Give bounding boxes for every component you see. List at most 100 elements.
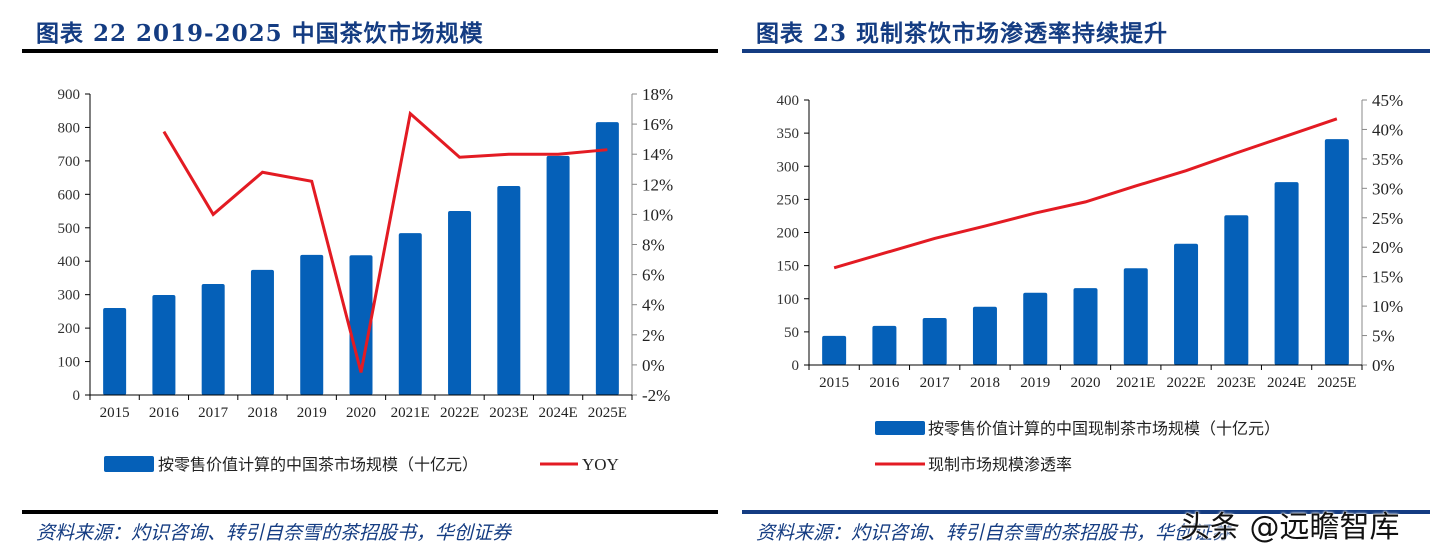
y2-tick-label: 35%	[1372, 150, 1403, 169]
bar	[1073, 288, 1098, 365]
y-tick-label: 100	[58, 355, 81, 371]
x-tick-label: 2021E	[1116, 375, 1155, 391]
x-tick-label: 2015	[100, 405, 130, 421]
chart-title-right: 图表 23 现制茶饮市场渗透率持续提升	[756, 20, 1169, 47]
bar	[300, 254, 324, 395]
y2-tick-label: 0%	[642, 356, 665, 375]
x-tick-label: 2025E	[1317, 375, 1356, 391]
y2-tick-label: 5%	[1372, 327, 1395, 346]
bar	[398, 233, 422, 395]
legend-label: 现制市场规模渗透率	[928, 455, 1072, 474]
bar	[201, 283, 225, 395]
watermark: 头条 @远瞻智库	[1180, 510, 1400, 545]
title-rule-right	[742, 49, 1430, 53]
legend-swatch-bar	[104, 456, 154, 472]
y2-tick-label: 20%	[1372, 238, 1403, 257]
source-rule-right	[742, 510, 1430, 514]
y-tick-label: 50	[784, 325, 799, 341]
y-tick-label: 300	[777, 159, 800, 175]
bar	[103, 308, 127, 395]
y-tick-label: 400	[58, 254, 81, 270]
title-rule-left	[22, 49, 718, 53]
x-tick-label: 2017	[198, 405, 229, 421]
y2-tick-label: 8%	[642, 236, 665, 255]
y2-tick-label: 18%	[642, 85, 673, 104]
y2-tick-label: 12%	[642, 175, 673, 194]
legend-label: 按零售价值计算的中国茶市场规模（十亿元）	[158, 455, 478, 474]
y-tick-label: 250	[777, 192, 800, 208]
y-tick-label: 0	[73, 388, 81, 404]
line-series	[833, 117, 1338, 270]
y2-tick-label: 4%	[642, 296, 665, 315]
y-tick-label: 700	[58, 154, 81, 170]
y2-tick-label: 16%	[642, 115, 673, 134]
chart-penetration: 0 50 100 150 200 250 300 350 400 0% 5% 10% 15% 20% 25%…	[777, 91, 1404, 474]
y-tick-label: 400	[777, 93, 800, 109]
x-tick-label: 2020	[1071, 375, 1101, 391]
y2-tick-label: 40%	[1372, 120, 1403, 139]
chart-market-size: 0 100 200 300 400 500 600 700 800 900 -2% 0% 2% 4% 6% 8…	[58, 85, 674, 474]
y2-tick-label: 10%	[1372, 297, 1403, 316]
x-tick-label: 2018	[247, 405, 277, 421]
y-tick-label: 350	[777, 126, 800, 142]
bar	[1023, 292, 1048, 365]
x-tick-label: 2021E	[391, 405, 430, 421]
y2-tick-label: 6%	[642, 266, 665, 285]
y-tick-label: 100	[777, 292, 800, 308]
x-tick-label: 2020	[346, 405, 376, 421]
right-panel: 图表 23 现制茶饮市场渗透率持续提升 0 50 100 150 200 250 300 35…	[720, 0, 1455, 560]
y2-tick-label: 0%	[1372, 356, 1395, 375]
bar	[497, 185, 521, 395]
y2-tick-label: 30%	[1372, 179, 1403, 198]
x-tick-label: 2019	[1020, 375, 1050, 391]
bar	[349, 255, 373, 395]
bar	[822, 335, 847, 365]
x-tick-label: 2022E	[1166, 375, 1205, 391]
bar	[1324, 139, 1349, 365]
y-tick-label: 150	[777, 259, 800, 275]
y-tick-label: 800	[58, 120, 81, 136]
source-note-right: 资料来源：灼识咨询、转引自奈雪的茶招股书，华创证券	[756, 522, 1232, 544]
y2-tick-label: 14%	[642, 145, 673, 164]
bar	[1274, 182, 1299, 365]
bar	[872, 325, 897, 365]
x-tick-label: 2016	[149, 405, 180, 421]
bar	[1224, 215, 1249, 365]
x-tick-label: 2016	[869, 375, 900, 391]
y-tick-label: 200	[58, 321, 81, 337]
bar	[1174, 243, 1199, 365]
bar	[595, 122, 619, 396]
source-rule-left	[22, 510, 718, 514]
y2-tick-label: -2%	[642, 386, 670, 405]
line-series	[162, 110, 608, 373]
y-tick-label: 900	[58, 87, 81, 103]
x-tick-label: 2022E	[440, 405, 479, 421]
x-tick-label: 2023E	[1217, 375, 1256, 391]
y2-tick-label: 45%	[1372, 91, 1403, 110]
y2-tick-label: 2%	[642, 326, 665, 345]
bar	[250, 269, 274, 395]
y-tick-label: 500	[58, 221, 81, 237]
legend-label: 按零售价值计算的中国现制茶市场规模（十亿元）	[928, 419, 1280, 438]
legend-swatch-bar	[875, 421, 925, 435]
x-tick-label: 2025E	[588, 405, 627, 421]
bar	[1123, 268, 1148, 365]
x-tick-label: 2015	[819, 375, 849, 391]
x-tick-label: 2017	[920, 375, 951, 391]
chart-title-left: 图表 22 2019-2025 中国茶饮市场规模	[36, 20, 484, 47]
bar	[972, 306, 997, 365]
bar	[546, 155, 570, 395]
legend-label: YOY	[582, 455, 619, 474]
y-tick-label: 200	[777, 226, 800, 242]
y-tick-label: 0	[792, 358, 800, 374]
left-panel: 图表 22 2019-2025 中国茶饮市场规模 0 100 200 300 400 50…	[0, 0, 720, 560]
x-tick-label: 2024E	[1267, 375, 1306, 391]
y-tick-label: 600	[58, 187, 81, 203]
x-tick-label: 2018	[970, 375, 1000, 391]
x-tick-label: 2024E	[539, 405, 578, 421]
y2-tick-label: 25%	[1372, 209, 1403, 228]
y2-tick-label: 10%	[642, 205, 673, 224]
y-tick-label: 300	[58, 288, 81, 304]
x-tick-label: 2019	[297, 405, 327, 421]
bar	[448, 211, 472, 395]
